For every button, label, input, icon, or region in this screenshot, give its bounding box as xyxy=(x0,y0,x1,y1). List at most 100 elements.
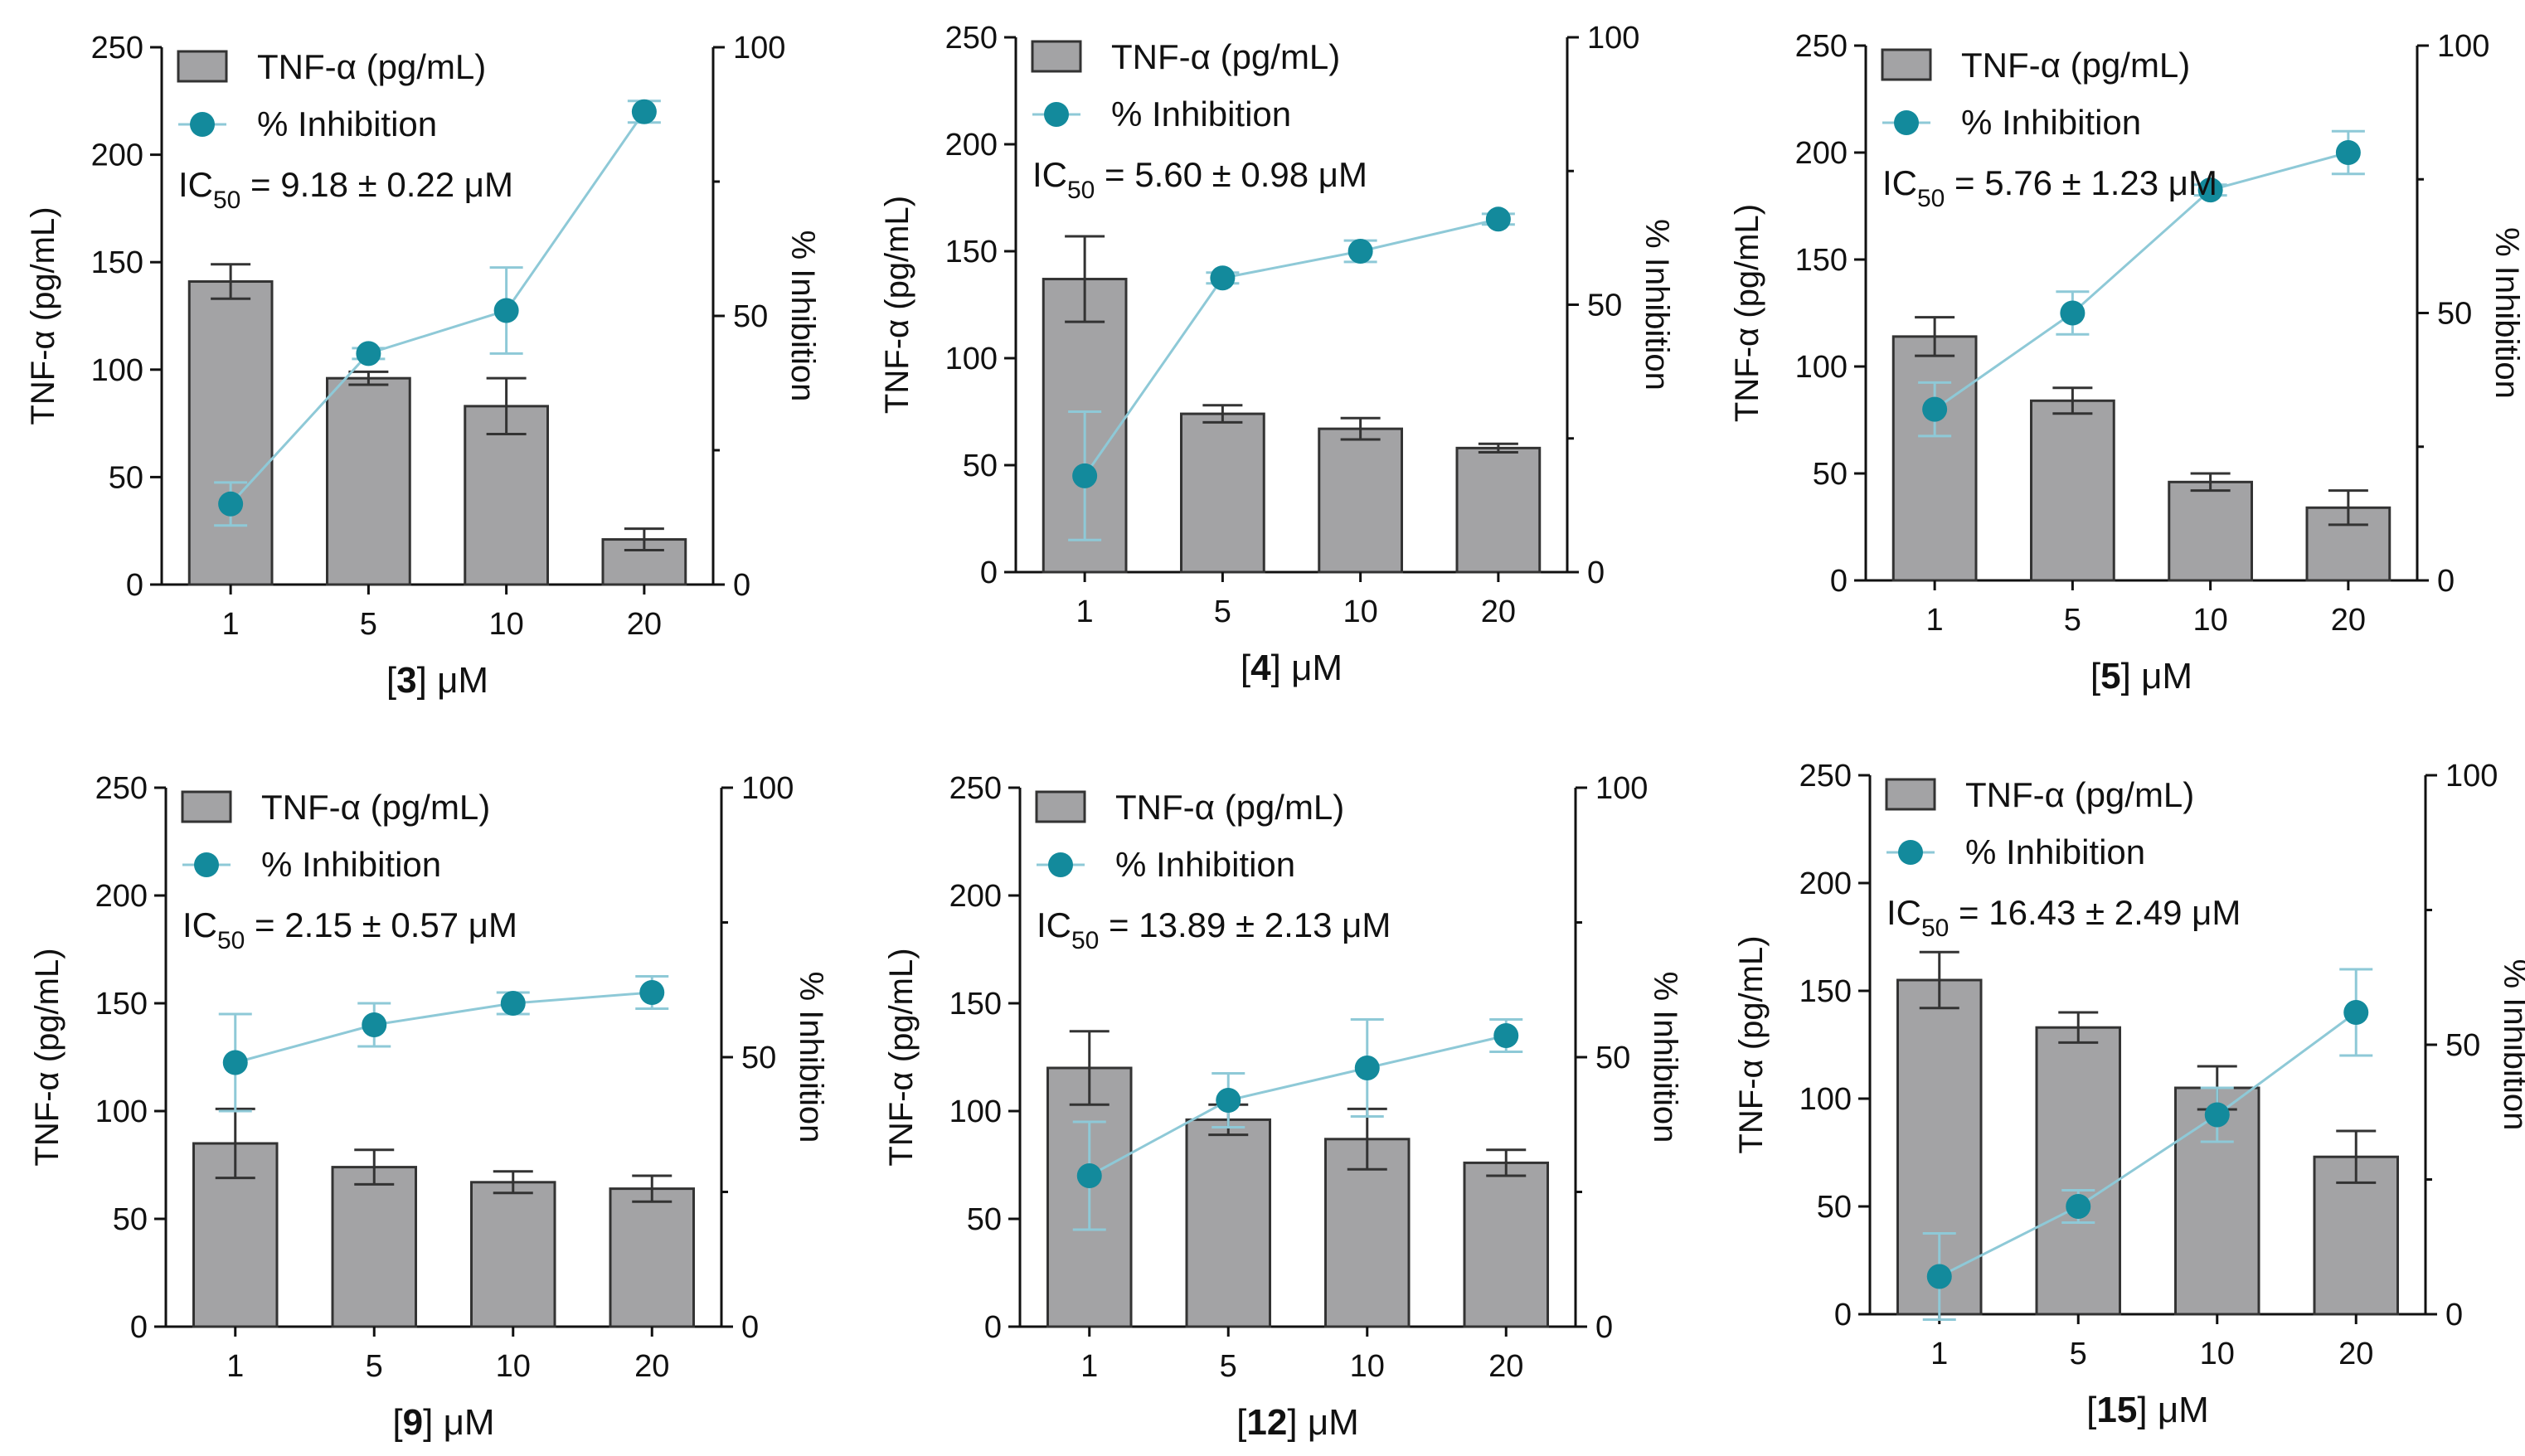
x-tick-label: 10 xyxy=(2192,603,2227,638)
x-axis-bracket-close: ] xyxy=(2137,1390,2147,1430)
ic50-subscript: 50 xyxy=(1067,177,1095,204)
right-tick-label: 0 xyxy=(1587,556,1605,590)
right-tick-label: 0 xyxy=(2437,564,2455,599)
x-axis-title: [5] μM xyxy=(2090,656,2192,696)
x-tick-label: 1 xyxy=(1080,1349,1098,1384)
inhibition-line xyxy=(1083,217,1499,477)
inhibition-point-10um xyxy=(2204,1102,2230,1128)
left-tick-label: 150 xyxy=(91,245,143,280)
ic50-value: = 13.89 ± 2.13 μM xyxy=(1099,905,1391,944)
legend-marker-swatch xyxy=(1044,102,1069,127)
x-tick-label: 20 xyxy=(2331,603,2366,638)
left-tick-label: 250 xyxy=(949,771,1002,806)
right-tick-label: 50 xyxy=(733,299,768,334)
x-axis-unit: μM xyxy=(2148,1390,2209,1430)
x-axis-title: [12] μM xyxy=(1236,1402,1359,1443)
ic50-value: = 5.60 ± 0.98 μM xyxy=(1095,155,1367,194)
x-axis-title: [4] μM xyxy=(1241,648,1343,688)
bar-5um xyxy=(1185,1118,1271,1328)
left-axis-title: TNF-α (pg/mL) xyxy=(1729,204,1765,422)
right-tick-label: 50 xyxy=(741,1041,776,1075)
x-tick-label: 5 xyxy=(360,607,377,642)
right-tick-label: 100 xyxy=(741,771,794,806)
left-axis-title: TNF-α (pg/mL) xyxy=(1733,935,1770,1153)
bar-5um xyxy=(2035,1026,2121,1316)
ic50-prefix: IC xyxy=(1882,163,1917,202)
x-tick-label: 1 xyxy=(222,607,240,642)
x-tick-label: 20 xyxy=(2338,1337,2373,1371)
bar-20um xyxy=(1455,446,1542,574)
x-axis-bracket-close: ] xyxy=(1271,648,1281,688)
bar-10um xyxy=(1318,427,1403,574)
left-tick-label: 250 xyxy=(945,21,998,56)
left-tick-label: 250 xyxy=(1799,759,1852,794)
x-axis-bracket-open: [ xyxy=(392,1402,402,1443)
inhibition-point-1um xyxy=(1076,1163,1102,1188)
ic50-prefix: IC xyxy=(1032,155,1067,194)
ic50-annotation: IC50 = 16.43 ± 2.49 μM xyxy=(1886,893,2241,942)
left-tick-label: 200 xyxy=(1795,136,1848,171)
left-tick-label: 0 xyxy=(1830,564,1848,599)
x-tick-label: 1 xyxy=(1926,603,1944,638)
bar-10um xyxy=(464,405,549,586)
left-tick-label: 0 xyxy=(130,1310,148,1345)
inhibition-point-1um xyxy=(1072,463,1098,488)
legend-bar-swatch xyxy=(1885,778,1936,811)
x-axis-bracket-open: [ xyxy=(2090,656,2100,696)
x-tick-label: 5 xyxy=(2070,1337,2087,1371)
inhibition-point-20um xyxy=(639,980,665,1005)
ic50-prefix: IC xyxy=(182,905,217,944)
left-tick-label: 150 xyxy=(1799,974,1852,1009)
x-axis-bracket-close: ] xyxy=(1287,1402,1297,1443)
left-tick-label: 50 xyxy=(963,449,998,483)
x-tick-label: 10 xyxy=(1343,595,1377,629)
left-axis-title: TNF-α (pg/mL) xyxy=(29,948,66,1166)
legend-bar-label: TNF-α (pg/mL) xyxy=(1111,37,1340,76)
x-tick-label: 10 xyxy=(496,1349,531,1384)
inhibition-point-1um xyxy=(218,491,244,517)
inhibition-point-5um xyxy=(2066,1194,2091,1219)
inhibition-point-1um xyxy=(1926,1264,1952,1289)
left-tick-label: 0 xyxy=(1834,1298,1852,1332)
x-tick-label: 5 xyxy=(1220,1349,1237,1384)
x-axis-unit: μM xyxy=(433,1402,494,1443)
right-axis-title: % Inhibition xyxy=(2497,959,2525,1131)
ic50-value: = 16.43 ± 2.49 μM xyxy=(1949,893,2241,932)
x-tick-label: 1 xyxy=(1930,1337,1948,1371)
ic50-annotation: IC50 = 5.76 ± 1.23 μM xyxy=(1882,163,2217,212)
bar-5um xyxy=(326,376,411,586)
bar-20um xyxy=(609,1187,695,1328)
inhibition-point-5um xyxy=(1210,265,1236,291)
legend-line-label: % Inhibition xyxy=(1111,95,1291,133)
ic50-subscript: 50 xyxy=(1071,927,1099,954)
inhibition-point-20um xyxy=(2343,1000,2369,1025)
inhibition-point-20um xyxy=(631,99,657,124)
ic50-value: = 5.76 ± 1.23 μM xyxy=(1945,163,2217,202)
ic50-annotation: IC50 = 5.60 ± 0.98 μM xyxy=(1032,155,1367,204)
legend-bar-label: TNF-α (pg/mL) xyxy=(1965,775,2194,814)
legend-bar-swatch xyxy=(1881,48,1932,81)
inhibition-point-10um xyxy=(500,991,526,1016)
x-tick-label: 10 xyxy=(2200,1337,2235,1371)
right-tick-label: 100 xyxy=(733,31,785,66)
inhibition-line xyxy=(230,110,646,505)
left-tick-label: 100 xyxy=(95,1094,148,1129)
left-tick-label: 200 xyxy=(945,128,998,163)
x-axis-bracket-open: [ xyxy=(1241,648,1250,688)
chart-panel-4: 0 50 100 150 200 250 0 50 100 1 5 10 20 TNF-α (pg/mL)… xyxy=(879,21,1675,688)
x-tick-label: 1 xyxy=(226,1349,244,1384)
inhibition-line xyxy=(235,991,653,1064)
ic50-value: = 9.18 ± 0.22 μM xyxy=(240,165,513,204)
right-axis-title: % Inhibition xyxy=(793,972,829,1143)
right-tick-label: 50 xyxy=(1595,1041,1630,1075)
bar-20um xyxy=(1463,1161,1549,1328)
left-tick-label: 100 xyxy=(91,353,143,388)
left-tick-label: 200 xyxy=(95,879,148,914)
legend-bar-label: TNF-α (pg/mL) xyxy=(1961,46,2190,85)
left-tick-label: 150 xyxy=(945,235,998,269)
inhibition-point-5um xyxy=(1216,1088,1241,1113)
x-tick-label: 1 xyxy=(1076,595,1094,629)
right-axis-title: % Inhibition xyxy=(1647,972,1683,1143)
